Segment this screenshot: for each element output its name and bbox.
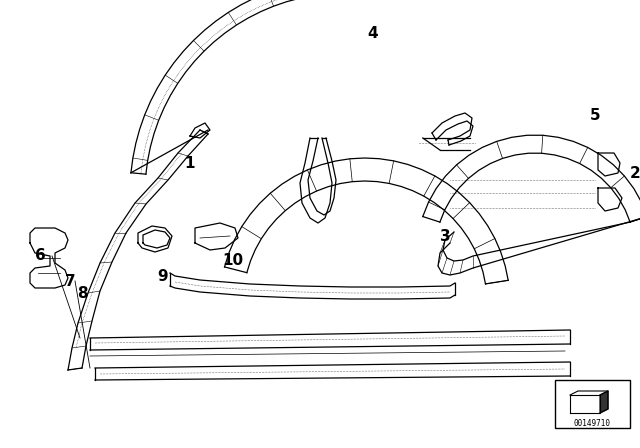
Text: 6: 6	[35, 247, 45, 263]
Text: 3: 3	[440, 228, 451, 244]
Text: 00149710: 00149710	[573, 419, 611, 428]
Polygon shape	[600, 391, 608, 413]
Text: 10: 10	[223, 253, 244, 267]
Text: 5: 5	[589, 108, 600, 122]
Bar	[555, 380, 630, 428]
Text: 4: 4	[368, 26, 378, 40]
Text: 7: 7	[65, 273, 76, 289]
Text: 9: 9	[157, 268, 168, 284]
Text: 8: 8	[77, 285, 87, 301]
Text: 1: 1	[185, 155, 195, 171]
Text: 2: 2	[630, 165, 640, 181]
